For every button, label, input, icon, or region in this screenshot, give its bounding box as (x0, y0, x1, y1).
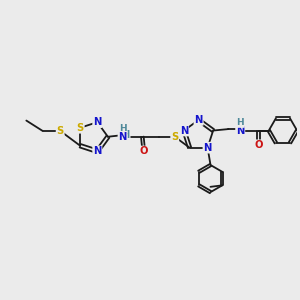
Text: N: N (194, 115, 203, 125)
Text: S: S (76, 123, 84, 133)
Text: S: S (57, 126, 64, 136)
Text: N: N (93, 117, 101, 127)
Text: N: N (236, 125, 244, 136)
Text: O: O (140, 146, 148, 157)
Text: N: N (180, 125, 188, 136)
Text: H: H (236, 118, 244, 127)
Text: O: O (254, 140, 263, 150)
Text: S: S (171, 132, 178, 142)
Text: H: H (119, 124, 126, 133)
Text: N: N (203, 143, 212, 153)
Text: H: H (122, 130, 130, 140)
Text: N: N (118, 132, 127, 142)
Text: N: N (93, 146, 101, 156)
